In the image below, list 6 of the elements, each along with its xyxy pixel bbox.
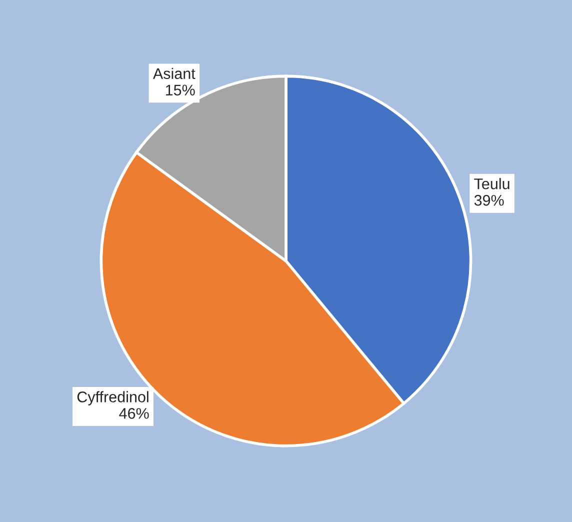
slice-label: Teulu	[474, 178, 510, 190]
slice-label: Cyffredinol	[77, 391, 148, 406]
slice-label: Asiant	[152, 68, 196, 80]
data-label: 46%	[119, 408, 149, 419]
data-label: 15%	[166, 84, 195, 96]
data-label: 39%	[474, 194, 504, 206]
